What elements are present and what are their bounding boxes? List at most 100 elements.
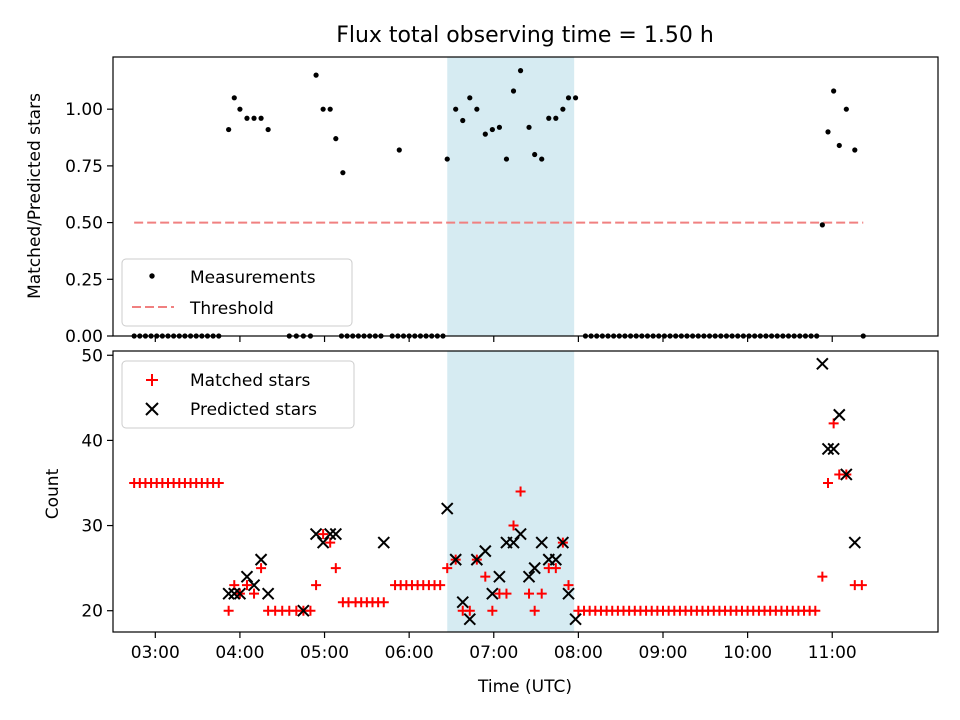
predicted-star-point (316, 536, 330, 549)
measurement-point (244, 115, 250, 121)
predicted-star-point (816, 357, 829, 370)
predicted-star-point (507, 536, 520, 549)
measurement-point (396, 147, 402, 153)
predicted-star-point (323, 527, 337, 541)
measurement-point (340, 170, 346, 176)
measurement-point (565, 95, 572, 101)
predicted-star-point (827, 442, 840, 456)
matched-star-point (536, 588, 547, 599)
matched-star-point (823, 477, 833, 488)
x-tick-label: 06:00 (385, 643, 434, 663)
matched-star-point (435, 580, 446, 591)
predicted-star-point (240, 570, 254, 583)
matched-star-point (223, 605, 234, 616)
measurement-point (251, 115, 257, 121)
predicted-star-point (297, 604, 310, 617)
legend-measurements-label: Measurements (190, 268, 316, 288)
legend-threshold-label: Threshold (189, 299, 274, 319)
predicted-star-point (228, 587, 241, 600)
legend-measurements-marker (149, 273, 155, 279)
measurement-point (852, 147, 858, 153)
bottom-y-tick-label: 50 (81, 346, 103, 366)
top-legend-box (121, 258, 353, 327)
x-tick-label: 08:00 (554, 643, 603, 663)
chart-title: Flux total observing time = 1.50 h (336, 23, 714, 48)
matched-star-point (501, 588, 512, 599)
predicted-star-point (233, 587, 247, 600)
top-shaded-interval (447, 57, 575, 336)
predicted-star-point (562, 587, 575, 600)
matched-star-point (249, 588, 260, 599)
top-y-ticks: 0.00 0.25 0.50 0.75 1.00 (65, 100, 113, 347)
matched-star-point (330, 563, 341, 574)
predicted-star-point (569, 613, 582, 626)
matched-star-point (256, 563, 267, 574)
predicted-star-point (463, 613, 477, 626)
top-y-tick-label: 0.00 (65, 327, 103, 347)
matched-star-point (487, 605, 498, 616)
bottom-y-ticks: 20 30 40 50 (81, 346, 113, 622)
predicted-star-point (261, 587, 275, 600)
predicted-stars-points (222, 357, 862, 626)
matched-star-point (529, 605, 540, 616)
predicted-star-point (514, 527, 527, 541)
measurement-point (532, 151, 538, 158)
predicted-star-point (441, 502, 454, 515)
measurement-point (496, 124, 503, 130)
x-tick-label: 07:00 (469, 643, 518, 663)
measurement-point (553, 115, 559, 121)
measurement-point (231, 95, 237, 101)
measurement-point (444, 156, 450, 162)
predicted-star-point (821, 442, 835, 456)
bottom-axes-frame (112, 350, 939, 633)
predicted-star-point (377, 536, 390, 549)
x-tick-label: 11:00 (808, 643, 857, 663)
predicted-star-point (309, 527, 323, 541)
predicted-star-point (840, 468, 853, 481)
bottom-y-tick-label: 40 (81, 431, 103, 451)
matched-star-point (213, 477, 224, 488)
top-y-tick-label: 0.50 (65, 214, 103, 234)
top-panel: 0.00 0.25 0.50 0.75 1.00 Matched/Predicted s… (25, 56, 939, 347)
measurement-point (474, 106, 480, 112)
measurement-point (489, 126, 495, 133)
predicted-star-point (522, 570, 536, 583)
predicted-star-point (456, 595, 469, 609)
measurement-point (825, 129, 831, 135)
x-tick-label: 10:00 (723, 643, 772, 663)
measurement-point (320, 106, 326, 112)
top-y-tick-label: 0.25 (65, 270, 103, 290)
measurement-point (831, 88, 837, 94)
x-tick-label: 04:00 (215, 643, 264, 663)
bottom-y-axis-label: Count (43, 468, 63, 519)
predicted-star-point (528, 561, 541, 575)
top-axes-frame (112, 56, 939, 337)
top-y-tick-label: 1.00 (65, 100, 103, 120)
measurement-point (313, 72, 319, 78)
matched-star-point (480, 571, 491, 582)
matched-star-point (563, 580, 574, 591)
top-y-tick-label: 0.75 (65, 157, 103, 177)
bottom-y-tick-label: 20 (81, 602, 103, 622)
matched-star-point (856, 580, 867, 591)
matched-star-point (311, 580, 322, 591)
predicted-star-point (254, 553, 268, 566)
matched-star-point (817, 571, 828, 582)
measurement-point (237, 106, 243, 112)
top-y-axis-label: Matched/Predicted stars (25, 93, 45, 299)
predicted-star-point (247, 578, 261, 592)
predicted-star-point (535, 536, 548, 549)
measurement-point (265, 126, 271, 133)
x-tick-label: 09:00 (639, 643, 688, 663)
predicted-star-point (848, 536, 862, 549)
measurement-point (258, 115, 264, 121)
legend-matched-marker (146, 374, 158, 386)
predicted-star-point (449, 553, 462, 566)
matched-star-point (550, 563, 561, 574)
legend-predicted-marker (145, 402, 159, 416)
legend-matched-label: Matched stars (190, 371, 310, 391)
matched-star-point (810, 605, 821, 616)
matched-star-point (464, 605, 475, 616)
bottom-legend-box (121, 360, 355, 429)
